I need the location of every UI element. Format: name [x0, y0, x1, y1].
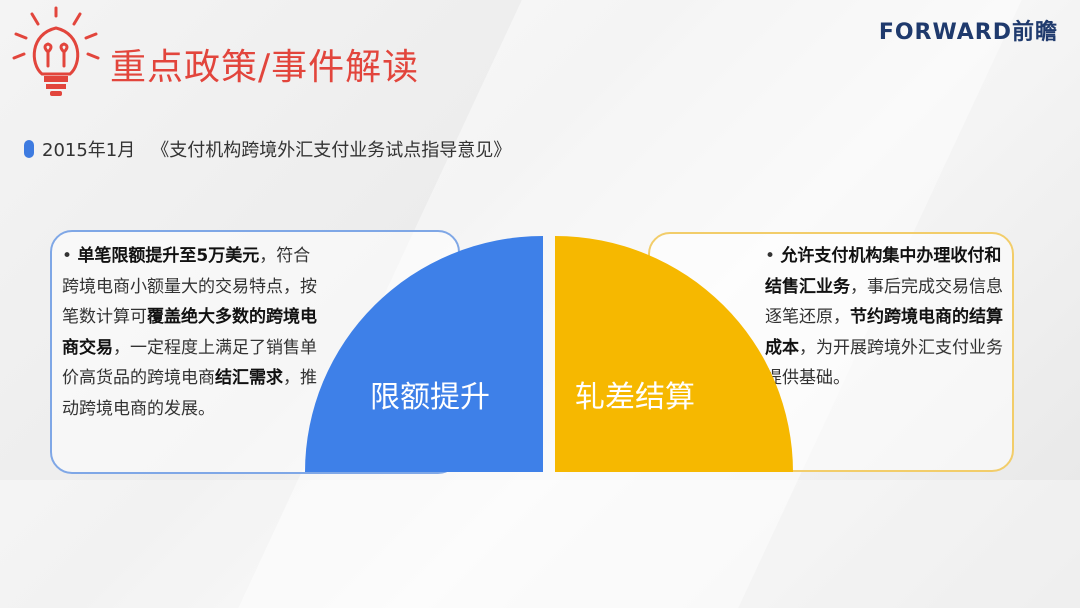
subtitle: 2015年1月 《支付机构跨境外汇支付业务试点指导意见》 [24, 136, 511, 162]
highlight-text: 覆盖绝大多数的跨境电商交易 [62, 307, 317, 358]
page-title: 重点政策/事件解读 [110, 47, 420, 88]
highlight-text: 允许支付机构集中办理收付和结售汇业务 [765, 246, 1002, 297]
netting-settlement-label: 轧差结算 [575, 380, 695, 415]
left-description: • 单笔限额提升至5万美元，符合跨境电商小额量大的交易特点，按笔数计算可覆盖绝大… [62, 241, 324, 424]
subtitle-document: 《支付机构跨境外汇支付业务试点指导意见》 [151, 140, 512, 161]
highlight-text: 单笔限额提升至5万美元 [77, 246, 260, 266]
lightbulb-icon [12, 6, 100, 96]
highlight-text: 结汇需求 [215, 368, 283, 388]
subtitle-date: 2015年1月 [42, 140, 136, 161]
body-text: ，推动跨境电商的发展。 [62, 368, 317, 419]
body-text: ，为开展跨境外汇支付业务提供基础。 [765, 337, 1003, 389]
quota-increase-label: 限额提升 [370, 380, 490, 415]
bullet-icon [24, 140, 34, 158]
body-text: ，一定程度上满足了销售单价高货品的跨境电商 [62, 337, 317, 389]
right-description: • 允许支付机构集中办理收付和结售汇业务，事后完成交易信息逐笔还原，节约跨境电商… [765, 241, 1015, 394]
body-text: ，事后完成交易信息逐笔还原， [765, 276, 1003, 328]
body-text: ，符合跨境电商小额量大的交易特点，按笔数计算可 [62, 246, 317, 327]
logo: FORWARD前瞻 [878, 20, 1058, 45]
body-text: • [62, 246, 78, 266]
background-shape [0, 480, 1080, 608]
highlight-text: 节约跨境电商的结算成本 [765, 307, 1003, 358]
body-text: • [765, 246, 781, 266]
